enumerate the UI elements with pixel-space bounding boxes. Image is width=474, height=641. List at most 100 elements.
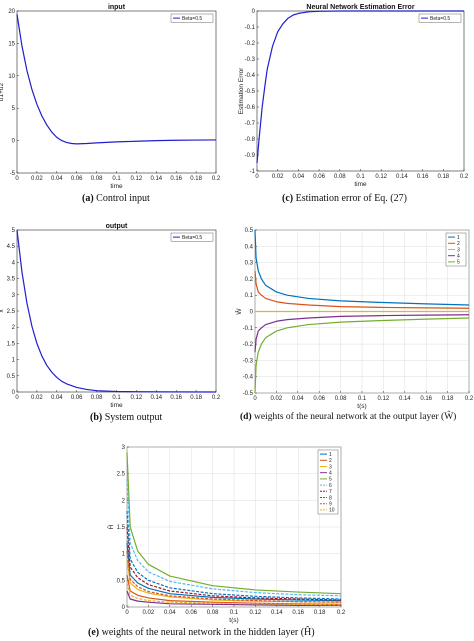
y-tick-label: 0 [12, 390, 16, 396]
y-tick-label: 0.5 [245, 228, 254, 234]
x-axis-label: t(s) [229, 617, 238, 624]
x-tick-label: 0.02 [31, 176, 43, 182]
chart-b: 0 0.02 0.04 0.06 0.08 0.1 0.12 0.14 0.16 0.18 0.2 0… [0, 223, 221, 409]
caption-e-text: weights of the neural network in the hid… [99, 627, 315, 638]
legend-label: Beta=0.5 [182, 235, 202, 241]
y-tick-label: -0.3 [245, 57, 256, 63]
x-tick-label: 0.08 [91, 395, 103, 401]
x-tick-label: 0.1 [112, 176, 121, 182]
x-tick-label: 0.12 [375, 174, 387, 180]
y-tick-label: 2.5 [7, 309, 16, 315]
x-tick-label: 0.18 [442, 396, 454, 402]
y-tick-label: 2 [12, 325, 16, 331]
y-tick-label: 0.4 [245, 244, 254, 250]
legend-label: 2 [457, 241, 460, 247]
legend-label: 5 [329, 477, 332, 483]
y-tick-label: 0.5 [7, 374, 16, 380]
y-tick-label: 20 [8, 9, 15, 15]
y-tick-label: 4.5 [7, 244, 16, 250]
x-tick-label: 0.04 [292, 396, 304, 402]
caption-b-letter: (b) [90, 412, 103, 423]
chart-d: 0 0.02 0.04 0.06 0.08 0.1 0.12 0.14 0.16 0.18 0.2-… [234, 228, 474, 410]
series-line-10 [126, 582, 342, 606]
y-tick-label: 3 [122, 445, 126, 451]
x-tick-label: 0.2 [465, 396, 474, 402]
x-tick-label: 0.1 [112, 395, 121, 401]
x-tick-label: 0.08 [207, 610, 219, 616]
x-tick-label: 0.16 [417, 174, 429, 180]
y-tick-label: -0.8 [245, 137, 256, 143]
plot-area [16, 229, 217, 393]
y-tick-label: -0.9 [245, 153, 256, 159]
legend-box [170, 13, 214, 23]
chart-e: 0 0.02 0.04 0.06 0.08 0.1 0.12 0.14 0.16 0.18 0.2 0… [106, 445, 346, 624]
x-tick-label: 0 [125, 610, 129, 616]
legend-label: 9 [329, 502, 332, 508]
y-tick-label: -0.5 [243, 391, 254, 397]
y-tick-label: -0.5 [245, 89, 256, 95]
x-tick-label: 0.06 [313, 396, 325, 402]
caption-d-text: weights of the neural network at the out… [251, 412, 457, 422]
y-axis-label: Ĥ [106, 524, 115, 529]
x-tick-label: 0 [255, 174, 259, 180]
x-tick-label: 0.08 [335, 396, 347, 402]
y-tick-label: 0.3 [245, 261, 254, 267]
chart-c: 0 0.02 0.04 0.06 0.08 0.1 0.12 0.14 0.16 0.18 0.2 -… [238, 4, 469, 188]
series-line-5 [126, 452, 342, 595]
x-axis-label: time [354, 181, 367, 188]
x-tick-label: 0.2 [337, 610, 346, 616]
y-tick-label: -0.1 [245, 25, 256, 31]
x-tick-label: 0.18 [190, 395, 202, 401]
y-tick-label: 0.2 [245, 277, 254, 283]
caption-c: (c) Estimation error of Eq. (27) [282, 193, 407, 204]
y-tick-label: -5 [10, 171, 16, 177]
caption-c-text: Estimation error of Eq. (27) [293, 193, 407, 204]
caption-b: (b) System output [90, 412, 162, 423]
chart-title: input [108, 4, 126, 11]
y-tick-label: 4 [12, 260, 16, 266]
x-tick-label: 0.04 [51, 395, 63, 401]
y-axis-label: u1+u2 [0, 82, 5, 101]
x-tick-label: 0.1 [230, 610, 239, 616]
series-line-4 [126, 590, 341, 607]
legend-label: 8 [329, 495, 332, 501]
plot-area [256, 10, 465, 172]
y-tick-label: 1.5 [7, 341, 16, 347]
x-tick-label: 0.14 [150, 395, 162, 401]
x-tick-label: 0.2 [460, 174, 469, 180]
legend-label: Beta=0.5 [182, 16, 202, 22]
series-line-2 [254, 270, 470, 309]
y-tick-label: 0 [250, 310, 254, 316]
chart-title: Neural Network Estimation Error [306, 4, 414, 11]
y-tick-label: 5 [12, 228, 16, 234]
caption-c-letter: (c) [282, 193, 294, 204]
x-tick-label: 0.12 [378, 396, 390, 402]
x-tick-label: 0.16 [170, 395, 182, 401]
x-tick-label: 0.16 [420, 396, 432, 402]
x-tick-label: 0.12 [131, 395, 143, 401]
x-tick-label: 0.14 [150, 176, 162, 182]
legend-box [170, 232, 214, 242]
x-tick-label: 0.2 [212, 176, 221, 182]
legend-label: 6 [329, 483, 332, 489]
legend-label: 2 [329, 458, 332, 464]
series-line-8 [126, 510, 342, 600]
x-tick-label: 0.06 [185, 610, 197, 616]
x-tick-label: 0.06 [71, 395, 83, 401]
caption-a: (a) Control input [82, 193, 150, 204]
legend-box [418, 13, 462, 23]
series-line-7 [126, 526, 342, 601]
x-tick-label: 0.18 [190, 176, 202, 182]
x-axis-label: time [110, 402, 123, 409]
x-axis-label: time [110, 183, 123, 190]
x-tick-label: 0.14 [396, 174, 408, 180]
x-axis-label: t(s) [357, 403, 366, 410]
x-tick-label: 0.04 [51, 176, 63, 182]
series-line-5 [254, 317, 470, 394]
y-tick-label: -0.7 [245, 121, 256, 127]
series-line-Beta=0.5 [256, 10, 464, 164]
y-tick-label: -0.2 [245, 41, 256, 47]
y-tick-label: 10 [8, 74, 15, 80]
caption-b-text: System output [102, 412, 163, 423]
